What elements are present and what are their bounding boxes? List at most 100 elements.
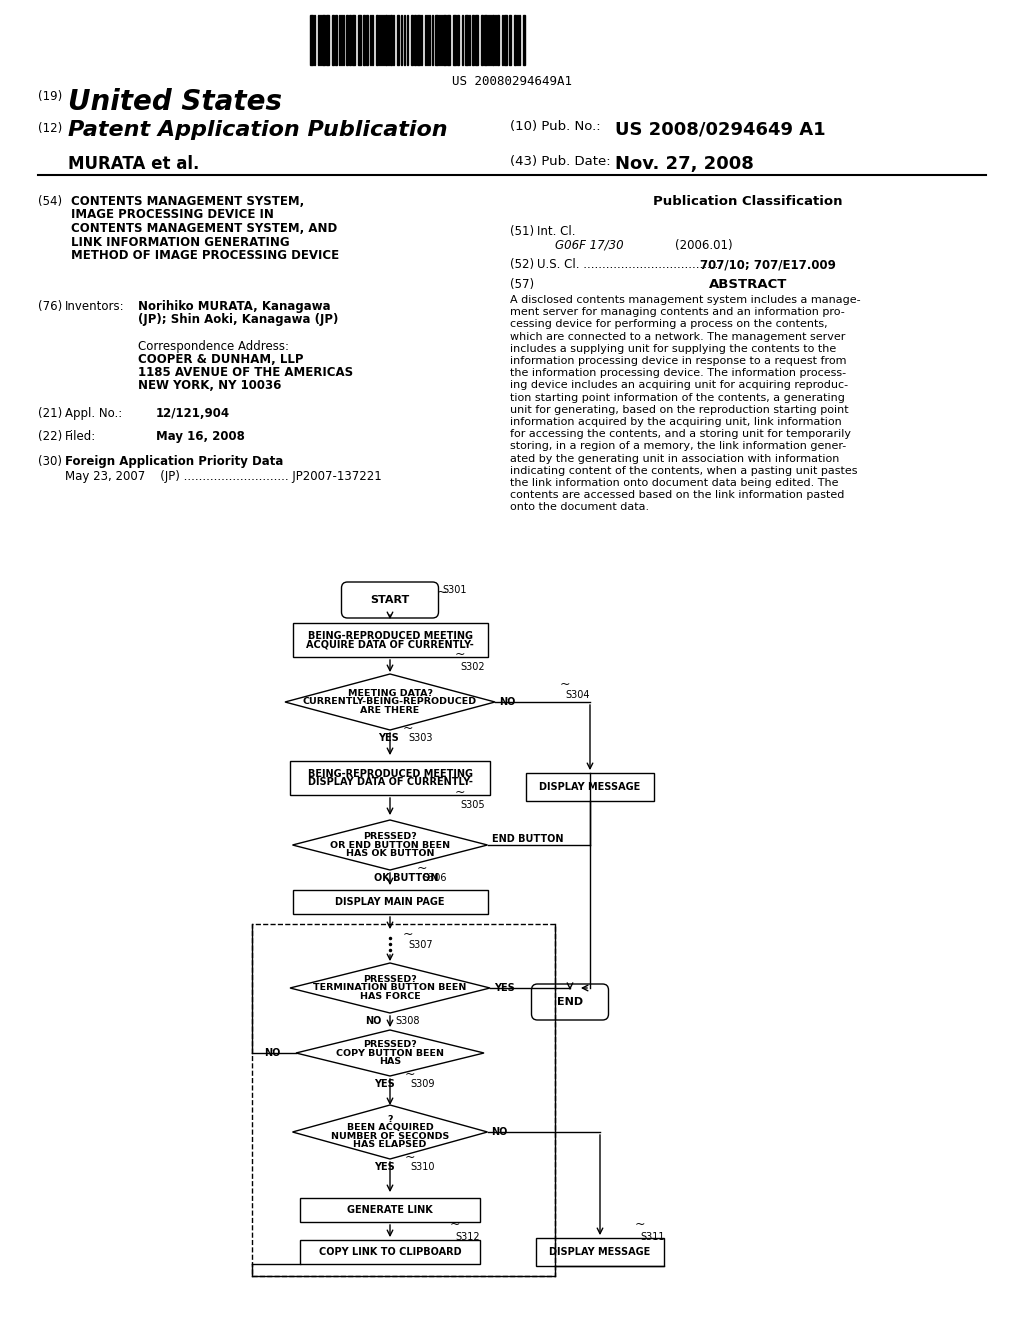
Text: ~: ~ xyxy=(406,1068,416,1081)
Text: NO: NO xyxy=(492,1127,508,1137)
Bar xyxy=(435,15,438,65)
Bar xyxy=(447,15,450,65)
FancyBboxPatch shape xyxy=(290,762,490,795)
Bar xyxy=(457,15,459,65)
Text: ~: ~ xyxy=(406,1151,416,1163)
Text: LINK INFORMATION GENERATING: LINK INFORMATION GENERATING xyxy=(71,235,290,248)
Text: (JP); Shin Aoki, Kanagawa (JP): (JP); Shin Aoki, Kanagawa (JP) xyxy=(138,313,338,326)
Bar xyxy=(475,15,478,65)
FancyBboxPatch shape xyxy=(536,1238,664,1266)
Bar xyxy=(376,15,378,65)
Polygon shape xyxy=(290,964,490,1012)
Text: YES: YES xyxy=(378,733,398,743)
Bar xyxy=(397,15,399,65)
Text: ~: ~ xyxy=(437,586,447,598)
Text: COOPER & DUNHAM, LLP: COOPER & DUNHAM, LLP xyxy=(138,352,303,366)
Text: S303: S303 xyxy=(408,733,432,743)
Text: DISPLAY DATA OF CURRENTLY-: DISPLAY DATA OF CURRENTLY- xyxy=(307,777,472,787)
Text: NO: NO xyxy=(264,1048,281,1059)
Text: Patent Application Publication: Patent Application Publication xyxy=(68,120,447,140)
Text: (76): (76) xyxy=(38,300,62,313)
Text: cessing device for performing a process on the contents,: cessing device for performing a process … xyxy=(510,319,827,330)
Bar xyxy=(497,15,499,65)
Text: PRESSED?: PRESSED? xyxy=(364,1040,417,1049)
Text: GENERATE LINK: GENERATE LINK xyxy=(347,1205,433,1214)
Text: CONTENTS MANAGEMENT SYSTEM, AND: CONTENTS MANAGEMENT SYSTEM, AND xyxy=(71,222,337,235)
Bar xyxy=(411,15,413,65)
FancyBboxPatch shape xyxy=(531,983,608,1020)
Bar xyxy=(349,15,351,65)
FancyBboxPatch shape xyxy=(300,1239,480,1265)
Text: (57): (57) xyxy=(510,279,535,290)
Text: information processing device in response to a request from: information processing device in respons… xyxy=(510,356,847,366)
FancyBboxPatch shape xyxy=(300,1199,480,1222)
Text: ~: ~ xyxy=(635,1217,645,1230)
Text: (22): (22) xyxy=(38,430,62,444)
Text: NEW YORK, NY 10036: NEW YORK, NY 10036 xyxy=(138,379,282,392)
Text: DISPLAY MESSAGE: DISPLAY MESSAGE xyxy=(549,1247,650,1257)
Text: HAS ELAPSED: HAS ELAPSED xyxy=(353,1140,427,1148)
Text: ACQUIRE DATA OF CURRENTLY-: ACQUIRE DATA OF CURRENTLY- xyxy=(306,639,474,649)
Text: OR END BUTTON BEEN: OR END BUTTON BEEN xyxy=(330,841,451,850)
Text: Inventors:: Inventors: xyxy=(65,300,125,313)
Bar xyxy=(352,15,355,65)
Polygon shape xyxy=(293,1105,487,1159)
Text: (10) Pub. No.:: (10) Pub. No.: xyxy=(510,120,601,133)
Text: BEING-REPRODUCED MEETING: BEING-REPRODUCED MEETING xyxy=(307,768,472,779)
Text: ABSTRACT: ABSTRACT xyxy=(709,279,787,290)
Text: S310: S310 xyxy=(410,1162,434,1172)
Text: S306: S306 xyxy=(422,873,446,883)
Text: storing, in a region of a memory, the link information gener-: storing, in a region of a memory, the li… xyxy=(510,441,846,451)
Text: information acquired by the acquiring unit, link information: information acquired by the acquiring un… xyxy=(510,417,842,426)
Text: 12/121,904: 12/121,904 xyxy=(156,407,230,420)
Text: ~: ~ xyxy=(403,722,414,734)
Text: CONTENTS MANAGEMENT SYSTEM,: CONTENTS MANAGEMENT SYSTEM, xyxy=(71,195,304,209)
Text: DISPLAY MAIN PAGE: DISPLAY MAIN PAGE xyxy=(335,898,444,907)
Text: which are connected to a network. The management server: which are connected to a network. The ma… xyxy=(510,331,846,342)
Text: (52): (52) xyxy=(510,257,535,271)
Text: (30): (30) xyxy=(38,455,62,469)
Text: US 20080294649A1: US 20080294649A1 xyxy=(452,75,572,88)
Bar xyxy=(523,15,525,65)
Text: METHOD OF IMAGE PROCESSING DEVICE: METHOD OF IMAGE PROCESSING DEVICE xyxy=(71,249,339,261)
Text: includes a supplying unit for supplying the contents to the: includes a supplying unit for supplying … xyxy=(510,343,837,354)
Text: COPY LINK TO CLIPBOARD: COPY LINK TO CLIPBOARD xyxy=(318,1247,462,1257)
Text: US 2008/0294649 A1: US 2008/0294649 A1 xyxy=(615,120,825,139)
Bar xyxy=(358,15,361,65)
Text: unit for generating, based on the reproduction starting point: unit for generating, based on the reprod… xyxy=(510,405,849,414)
Text: S311: S311 xyxy=(640,1232,665,1242)
Text: S307: S307 xyxy=(408,940,432,950)
Text: ~: ~ xyxy=(417,862,427,874)
Text: START: START xyxy=(371,595,410,605)
Text: TERMINATION BUTTON BEEN: TERMINATION BUTTON BEEN xyxy=(313,983,467,993)
Text: Filed:: Filed: xyxy=(65,430,96,444)
Text: indicating content of the contents, when a pasting unit pastes: indicating content of the contents, when… xyxy=(510,466,857,475)
Text: S308: S308 xyxy=(395,1016,420,1026)
Text: (2006.01): (2006.01) xyxy=(675,239,732,252)
Bar xyxy=(509,15,511,65)
Text: May 23, 2007    (JP) ............................ JP2007-137221: May 23, 2007 (JP) ......................… xyxy=(65,470,382,483)
Text: S309: S309 xyxy=(410,1078,434,1089)
Text: ?: ? xyxy=(387,1115,393,1125)
Bar xyxy=(322,15,325,65)
Text: Correspondence Address:: Correspondence Address: xyxy=(138,341,289,352)
Text: S312: S312 xyxy=(455,1232,479,1242)
Text: United States: United States xyxy=(68,88,282,116)
Bar xyxy=(504,15,507,65)
Text: tion starting point information of the contents, a generating: tion starting point information of the c… xyxy=(510,392,845,403)
Text: HAS FORCE: HAS FORCE xyxy=(359,991,421,1001)
FancyBboxPatch shape xyxy=(341,582,438,618)
Text: 707/10; 707/E17.009: 707/10; 707/E17.009 xyxy=(700,257,836,271)
Text: (54): (54) xyxy=(38,195,62,209)
Text: DISPLAY MESSAGE: DISPLAY MESSAGE xyxy=(540,781,641,792)
Bar xyxy=(362,15,365,65)
Text: Nov. 27, 2008: Nov. 27, 2008 xyxy=(615,154,754,173)
Text: ing device includes an acquiring unit for acquiring reproduc-: ing device includes an acquiring unit fo… xyxy=(510,380,848,391)
Text: 1185 AVENUE OF THE AMERICAS: 1185 AVENUE OF THE AMERICAS xyxy=(138,366,353,379)
Text: onto the document data.: onto the document data. xyxy=(510,503,649,512)
Polygon shape xyxy=(293,820,487,870)
Text: ARE THERE: ARE THERE xyxy=(360,706,420,715)
Text: S301: S301 xyxy=(442,585,467,595)
Bar xyxy=(310,15,313,65)
Text: YES: YES xyxy=(374,1078,394,1089)
